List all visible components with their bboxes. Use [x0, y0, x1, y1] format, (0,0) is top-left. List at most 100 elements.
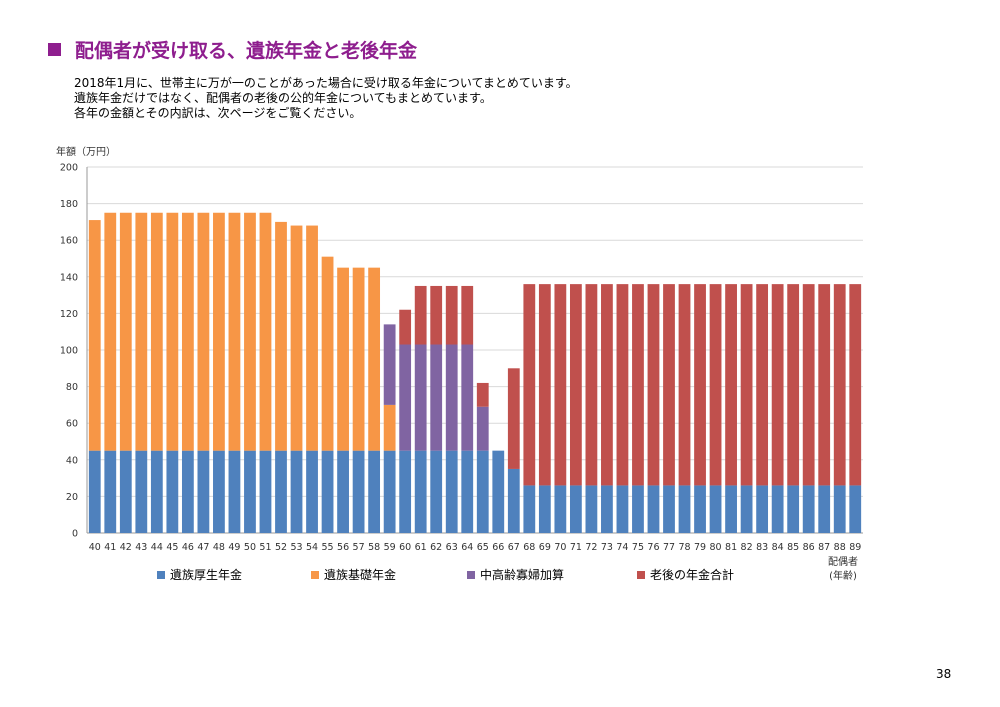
bar-segment: [290, 225, 303, 451]
bar-segment: [756, 485, 769, 533]
bar-segment: [119, 212, 132, 451]
bar-segment: [461, 285, 474, 345]
x-tick-label: 83: [756, 542, 768, 553]
bar-segment: [399, 309, 412, 345]
x-tick-label: 59: [384, 542, 396, 553]
x-tick-label: 47: [197, 542, 209, 553]
x-tick-label: 74: [616, 542, 628, 553]
bar-segment: [647, 485, 660, 533]
bar-segment: [104, 212, 117, 451]
y-tick-label: 100: [60, 346, 78, 357]
bar-segment: [337, 267, 349, 451]
bar-segment: [306, 450, 318, 533]
bar-segment: [569, 284, 582, 486]
x-tick-label: 64: [461, 542, 473, 553]
bar-segment: [352, 450, 365, 533]
bar-segment: [694, 284, 706, 486]
bar-segment: [275, 221, 287, 451]
x-axis-label: 配偶者 (年齢): [828, 556, 858, 584]
bar-segment: [445, 285, 458, 345]
bar-segment: [88, 450, 101, 533]
bar-segment: [647, 284, 660, 486]
bar-segment: [756, 284, 769, 486]
bar-segment: [383, 404, 396, 451]
bar-segment: [476, 406, 489, 451]
x-tick-label: 56: [337, 542, 349, 553]
bar-segment: [585, 284, 598, 486]
bar-segment: [616, 284, 629, 486]
y-tick-label: 200: [60, 163, 78, 174]
x-tick-label: 58: [368, 542, 380, 553]
x-tick-label: 68: [523, 542, 535, 553]
bar-segment: [445, 450, 458, 533]
bar-segment: [414, 450, 427, 533]
bar-segment: [166, 212, 179, 451]
y-tick-label: 140: [60, 272, 78, 283]
x-tick-label: 66: [492, 542, 504, 553]
bar-segment: [569, 485, 582, 533]
bar-segment: [476, 382, 489, 407]
y-tick-label: 120: [60, 309, 78, 320]
bar-segment: [88, 220, 101, 451]
x-tick-label: 40: [89, 542, 101, 553]
x-tick-label: 86: [803, 542, 815, 553]
x-tick-label: 77: [663, 542, 675, 553]
x-tick-label: 73: [601, 542, 613, 553]
chart-legend: 遺族厚生年金 遺族基礎年金 中高齢寡婦加算 老後の年金合計: [0, 566, 1000, 582]
bar-segment: [244, 450, 256, 533]
x-tick-label: 79: [694, 542, 706, 553]
bar-segment: [228, 212, 241, 451]
bar-segment: [290, 450, 303, 533]
bar-segment: [833, 284, 846, 486]
x-axis-label-line: (年齢): [829, 571, 857, 582]
x-tick-label: 70: [554, 542, 566, 553]
x-tick-label: 84: [772, 542, 784, 553]
bar-segment: [663, 284, 675, 486]
bar-segment: [725, 284, 737, 486]
bar-segment: [833, 485, 846, 533]
bar-segment: [368, 450, 381, 533]
bar-segment: [601, 284, 613, 486]
x-tick-label: 67: [508, 542, 520, 553]
x-tick-label: 76: [647, 542, 659, 553]
bar-segment: [678, 284, 691, 486]
bar-segment: [802, 485, 815, 533]
bar-segment: [538, 284, 551, 486]
bar-segment: [275, 450, 287, 533]
bar-segment: [135, 212, 148, 451]
bar-segment: [849, 284, 862, 486]
bar-segment: [166, 450, 179, 533]
x-tick-label: 82: [741, 542, 753, 553]
bar-segment: [787, 284, 800, 486]
y-tick-label: 80: [66, 382, 78, 393]
x-tick-label: 62: [430, 542, 442, 553]
x-tick-label: 60: [399, 542, 411, 553]
bar-segment: [135, 450, 148, 533]
bar-segment: [709, 485, 722, 533]
x-tick-label: 80: [710, 542, 722, 553]
bar-segment: [445, 344, 458, 451]
description-line: 遺族年金だけではなく、配偶者の老後の公的年金についてもまとめています。: [74, 91, 492, 105]
bar-segment: [663, 485, 675, 533]
bar-segment: [368, 267, 381, 451]
legend-item: 遺族厚生年金: [157, 566, 242, 583]
y-axis-label: 年額（万円）: [56, 147, 116, 158]
legend-swatch: [311, 570, 319, 579]
x-tick-label: 63: [446, 542, 458, 553]
bar-segment: [414, 344, 427, 451]
bar-segment: [492, 450, 505, 533]
title-square-icon: [48, 43, 61, 56]
x-tick-label: 53: [290, 542, 302, 553]
x-tick-label: 52: [275, 542, 287, 553]
description-line: 2018年1月に、世帯主に万が一のことがあった場合に受け取る年金についてまとめて…: [74, 76, 578, 90]
bar-segment: [802, 284, 815, 486]
bar-segment: [321, 450, 334, 533]
x-tick-label: 65: [477, 542, 489, 553]
x-tick-label: 75: [632, 542, 644, 553]
y-tick-label: 40: [66, 455, 78, 466]
x-tick-label: 81: [725, 542, 737, 553]
legend-label: 老後の年金合計: [650, 568, 735, 582]
x-tick-label: 45: [166, 542, 178, 553]
bar-segment: [601, 485, 613, 533]
bar-segment: [383, 324, 396, 405]
